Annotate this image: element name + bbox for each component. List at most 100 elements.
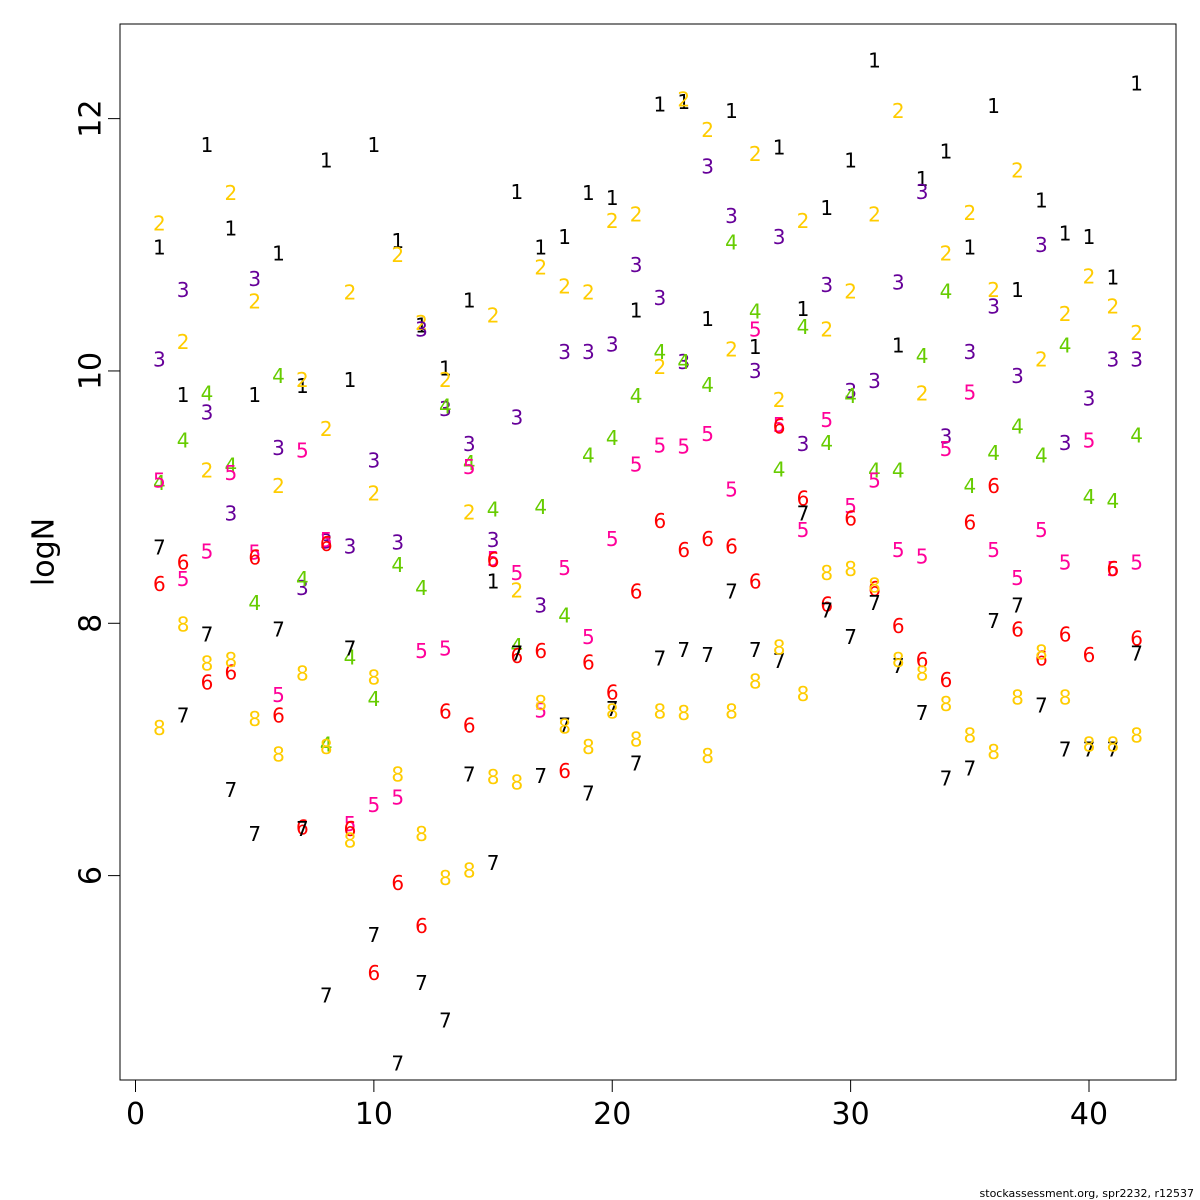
data-point-age-2: 2 [463, 500, 476, 524]
data-point-age-3: 3 [868, 369, 881, 393]
data-point-age-2: 2 [415, 311, 428, 335]
data-point-age-5: 5 [606, 527, 619, 551]
data-point-age-4: 4 [1035, 443, 1048, 467]
data-point-age-3: 3 [368, 449, 381, 473]
data-point-age-4: 4 [820, 431, 833, 455]
data-point-age-2: 2 [296, 368, 309, 392]
data-point-age-3: 3 [463, 432, 476, 456]
data-point-age-2: 2 [677, 88, 690, 112]
data-point-age-3: 3 [916, 180, 929, 204]
data-point-age-6: 6 [677, 538, 690, 562]
data-point-age-2: 2 [1059, 302, 1072, 326]
data-point-age-6: 6 [701, 527, 714, 551]
data-point-age-8: 8 [582, 735, 595, 759]
data-point-age-8: 8 [439, 866, 452, 890]
data-point-age-8: 8 [844, 557, 857, 581]
data-point-age-4: 4 [391, 553, 404, 577]
data-point-age-2: 2 [654, 355, 667, 379]
data-point-age-4: 4 [201, 382, 214, 406]
data-point-age-5: 5 [534, 698, 547, 722]
data-point-age-5: 5 [892, 538, 905, 562]
data-point-age-8: 8 [701, 744, 714, 768]
data-point-age-1: 1 [868, 49, 881, 73]
data-point-age-4: 4 [654, 340, 667, 364]
data-point-age-3: 3 [224, 502, 237, 526]
data-point-age-4: 4 [868, 459, 881, 483]
data-point-age-1: 1 [1106, 266, 1119, 290]
data-point-age-1: 1 [415, 314, 428, 338]
data-point-age-1: 1 [177, 383, 190, 407]
data-point-age-7: 7 [1130, 642, 1143, 666]
data-point-age-5: 5 [1106, 557, 1119, 581]
data-point-age-5: 5 [797, 518, 810, 542]
data-point-age-6: 6 [963, 510, 976, 534]
data-point-age-3: 3 [1035, 233, 1048, 257]
data-point-age-2: 2 [201, 459, 214, 483]
data-point-age-7: 7 [868, 591, 881, 615]
data-point-age-6: 6 [296, 816, 309, 840]
data-point-age-4: 4 [1106, 489, 1119, 513]
data-point-age-8: 8 [677, 701, 690, 725]
data-point-age-5: 5 [201, 539, 214, 563]
data-point-age-5: 5 [558, 556, 571, 580]
data-point-age-7: 7 [391, 1052, 404, 1076]
data-point-age-7: 7 [320, 983, 333, 1007]
data-point-age-4: 4 [272, 364, 285, 388]
data-point-age-2: 2 [844, 279, 857, 303]
data-point-age-4: 4 [701, 373, 714, 397]
data-point-age-8: 8 [153, 716, 166, 740]
data-point-age-4: 4 [368, 687, 381, 711]
data-point-age-8: 8 [320, 735, 333, 759]
data-point-age-6: 6 [463, 713, 476, 737]
data-point-age-5: 5 [224, 461, 237, 485]
data-point-age-8: 8 [558, 715, 571, 739]
data-point-age-3: 3 [248, 267, 261, 291]
data-point-age-7: 7 [987, 609, 1000, 633]
data-point-age-8: 8 [368, 666, 381, 690]
data-point-age-2: 2 [606, 209, 619, 233]
data-point-age-6: 6 [487, 548, 500, 572]
data-point-age-3: 3 [630, 253, 643, 277]
data-point-age-7: 7 [463, 763, 476, 787]
data-point-age-3: 3 [320, 529, 333, 553]
data-point-age-8: 8 [463, 859, 476, 883]
data-point-age-2: 2 [224, 181, 237, 205]
data-point-age-1: 1 [463, 288, 476, 312]
data-point-age-3: 3 [677, 350, 690, 374]
data-point-age-8: 8 [248, 707, 261, 731]
data-point-age-6: 6 [1130, 626, 1143, 650]
data-point-age-6: 6 [344, 817, 357, 841]
data-point-age-6: 6 [534, 639, 547, 663]
data-point-age-8: 8 [606, 700, 619, 724]
data-point-age-1: 1 [797, 297, 810, 321]
data-point-age-2: 2 [534, 255, 547, 279]
data-point-age-6: 6 [1035, 647, 1048, 671]
data-point-age-3: 3 [654, 286, 667, 310]
data-point-age-7: 7 [487, 851, 500, 875]
data-point-age-8: 8 [1035, 640, 1048, 664]
data-point-age-4: 4 [439, 394, 452, 418]
data-point-age-1: 1 [582, 181, 595, 205]
data-point-age-3: 3 [797, 432, 810, 456]
data-point-age-1: 1 [654, 93, 667, 117]
data-point-age-5: 5 [749, 317, 762, 341]
data-point-age-2: 2 [320, 417, 333, 441]
data-point-age-4: 4 [487, 498, 500, 522]
data-point-age-3: 3 [582, 340, 595, 364]
data-point-age-7: 7 [1083, 737, 1096, 761]
data-point-age-6: 6 [987, 474, 1000, 498]
data-point-age-2: 2 [582, 281, 595, 305]
data-point-age-3: 3 [415, 317, 428, 341]
data-point-age-2: 2 [773, 388, 786, 412]
data-point-age-4: 4 [963, 474, 976, 498]
data-point-age-5: 5 [940, 437, 953, 461]
data-point-age-8: 8 [344, 828, 357, 852]
data-point-age-7: 7 [916, 701, 929, 725]
data-point-age-5: 5 [296, 438, 309, 462]
data-point-age-6: 6 [368, 961, 381, 985]
data-point-age-7: 7 [558, 713, 571, 737]
data-point-age-1: 1 [368, 133, 381, 157]
data-point-age-5: 5 [272, 683, 285, 707]
data-point-age-4: 4 [415, 576, 428, 600]
